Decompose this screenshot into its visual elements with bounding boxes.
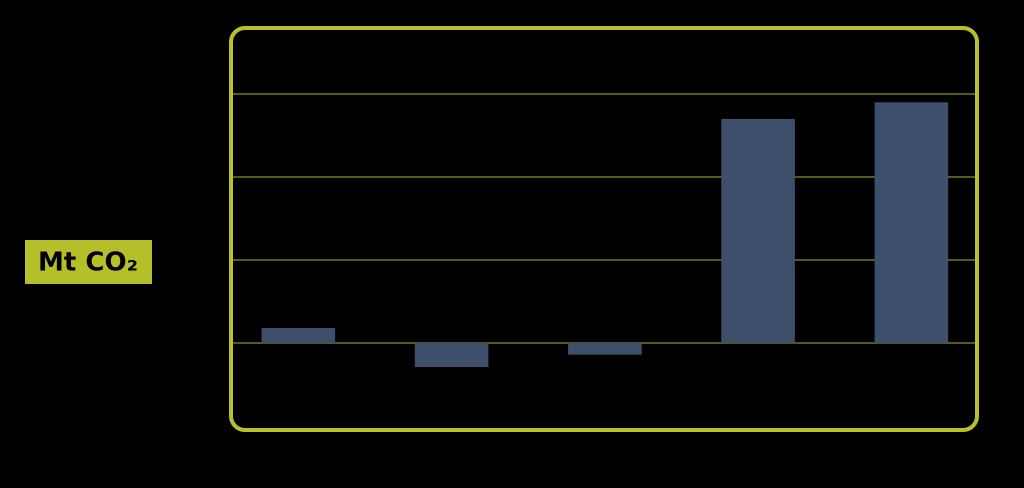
y-axis-label: Mt CO₂ <box>38 248 138 278</box>
frame <box>229 26 979 432</box>
bar <box>874 102 949 343</box>
bar <box>261 328 336 343</box>
bar <box>414 343 489 368</box>
bar <box>568 343 642 355</box>
bar <box>721 118 795 344</box>
y-label-box <box>25 240 152 284</box>
plot-area <box>233 93 975 368</box>
